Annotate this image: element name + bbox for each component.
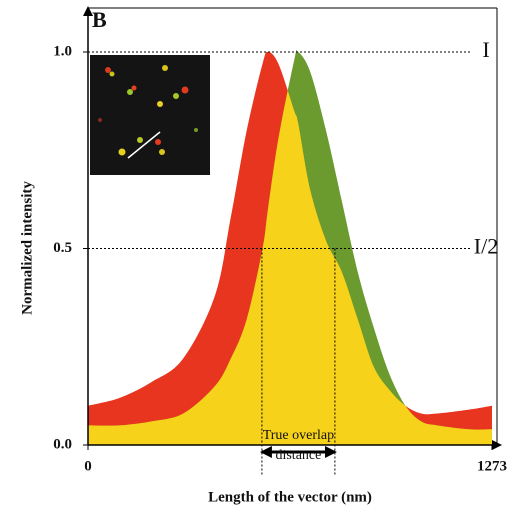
- y-tick-label: 0.5: [53, 240, 72, 256]
- panel-label: B: [92, 7, 107, 32]
- x-axis-label: Length of the vector (nm): [208, 489, 372, 505]
- overlap-label: distance: [275, 448, 321, 463]
- overlap-area: [88, 51, 492, 445]
- inset-micrograph: [90, 55, 210, 175]
- reference-label: I/2: [474, 234, 498, 259]
- x-tick-label: 0: [84, 458, 92, 474]
- reference-label: I: [482, 37, 489, 62]
- x-tick-label: 1273: [477, 458, 507, 474]
- y-tick-label: 1.0: [53, 43, 72, 59]
- y-axis-label: Normalized intensity: [19, 181, 35, 315]
- overlap-label: True overlap: [263, 428, 334, 443]
- y-tick-label: 0.0: [53, 436, 72, 452]
